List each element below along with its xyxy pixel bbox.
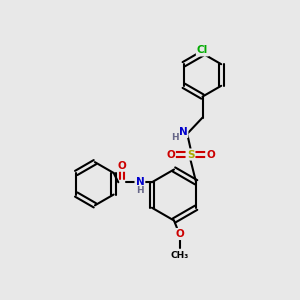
Text: H: H [136, 186, 144, 195]
Text: N: N [136, 177, 144, 187]
Text: H: H [171, 134, 178, 142]
Text: N: N [178, 127, 188, 137]
Text: S: S [187, 149, 194, 160]
Text: O: O [166, 149, 175, 160]
Text: O: O [176, 229, 184, 239]
Text: CH₃: CH₃ [171, 251, 189, 260]
Text: O: O [206, 149, 215, 160]
Text: O: O [118, 161, 126, 171]
Text: Cl: Cl [197, 45, 208, 56]
